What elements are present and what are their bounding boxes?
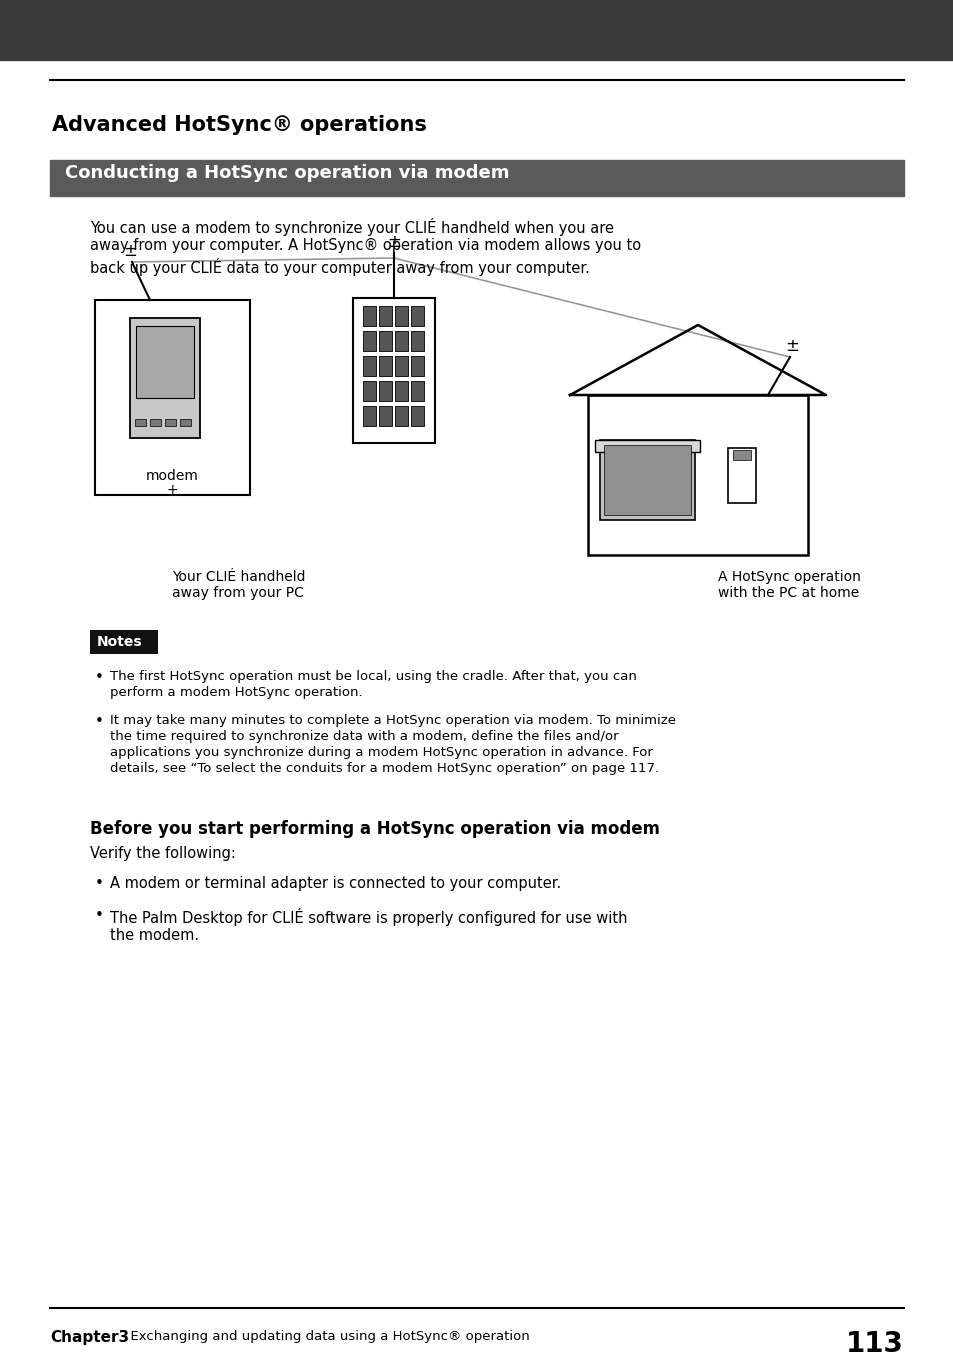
- Text: the modem.: the modem.: [110, 927, 199, 942]
- Bar: [180, 419, 191, 426]
- Bar: [95, 300, 250, 495]
- Text: Chapter3: Chapter3: [50, 1330, 129, 1345]
- Text: the time required to synchronize data with a modem, define the files and/or: the time required to synchronize data wi…: [110, 730, 618, 744]
- Text: Notes: Notes: [97, 635, 143, 649]
- Text: A HotSync operation: A HotSync operation: [718, 571, 860, 584]
- Bar: [587, 395, 807, 556]
- Text: •: •: [95, 714, 104, 729]
- Bar: [379, 306, 392, 326]
- Text: ±: ±: [387, 233, 400, 251]
- Bar: [395, 381, 408, 402]
- Bar: [0, 0, 953, 59]
- Bar: [363, 406, 376, 426]
- Bar: [379, 381, 392, 402]
- Bar: [363, 306, 376, 326]
- Bar: [411, 356, 424, 376]
- Text: The Palm Desktop for CLIÉ software is properly configured for use with: The Palm Desktop for CLIÉ software is pr…: [110, 909, 627, 926]
- Text: •: •: [95, 671, 104, 685]
- Bar: [379, 331, 392, 352]
- Text: Advanced HotSync® operations: Advanced HotSync® operations: [52, 115, 426, 135]
- Bar: [411, 381, 424, 402]
- Bar: [363, 331, 376, 352]
- Text: •: •: [95, 876, 104, 891]
- Text: ±: ±: [123, 242, 137, 260]
- Text: Your CLIÉ handheld: Your CLIÉ handheld: [172, 571, 306, 584]
- Bar: [395, 331, 408, 352]
- Bar: [130, 318, 200, 438]
- Bar: [353, 297, 435, 443]
- Text: Conducting a HotSync operation via modem: Conducting a HotSync operation via modem: [65, 164, 509, 183]
- Bar: [411, 331, 424, 352]
- Bar: [732, 450, 750, 460]
- Text: Verify the following:: Verify the following:: [90, 846, 235, 861]
- Bar: [603, 445, 690, 515]
- Bar: [599, 439, 695, 521]
- Bar: [379, 406, 392, 426]
- Text: modem: modem: [146, 469, 199, 483]
- Text: You can use a modem to synchronize your CLIÉ handheld when you are: You can use a modem to synchronize your …: [90, 218, 614, 237]
- Bar: [363, 356, 376, 376]
- Bar: [165, 419, 175, 426]
- Bar: [727, 448, 755, 503]
- Bar: [411, 406, 424, 426]
- Text: Exchanging and updating data using a HotSync® operation: Exchanging and updating data using a Hot…: [122, 1330, 529, 1343]
- Text: perform a modem HotSync operation.: perform a modem HotSync operation.: [110, 685, 362, 699]
- Text: •: •: [95, 909, 104, 923]
- Bar: [379, 356, 392, 376]
- Text: The first HotSync operation must be local, using the cradle. After that, you can: The first HotSync operation must be loca…: [110, 671, 637, 683]
- Text: A modem or terminal adapter is connected to your computer.: A modem or terminal adapter is connected…: [110, 876, 560, 891]
- Text: +: +: [167, 483, 178, 498]
- Bar: [411, 306, 424, 326]
- Bar: [135, 419, 146, 426]
- Bar: [150, 419, 161, 426]
- Text: with the PC at home: with the PC at home: [718, 585, 859, 600]
- Bar: [395, 406, 408, 426]
- Bar: [595, 439, 700, 452]
- Text: It may take many minutes to complete a HotSync operation via modem. To minimize: It may take many minutes to complete a H…: [110, 714, 676, 727]
- Text: away from your computer. A HotSync® operation via modem allows you to: away from your computer. A HotSync® oper…: [90, 238, 640, 253]
- Text: away from your PC: away from your PC: [172, 585, 304, 600]
- Text: Before you start performing a HotSync operation via modem: Before you start performing a HotSync op…: [90, 821, 659, 838]
- Text: applications you synchronize during a modem HotSync operation in advance. For: applications you synchronize during a mo…: [110, 746, 652, 758]
- Text: ±: ±: [784, 337, 798, 356]
- Text: 113: 113: [845, 1330, 903, 1352]
- Bar: [395, 356, 408, 376]
- Bar: [90, 630, 158, 654]
- Bar: [363, 381, 376, 402]
- Text: details, see “To select the conduits for a modem HotSync operation” on page 117.: details, see “To select the conduits for…: [110, 763, 659, 775]
- Bar: [136, 326, 193, 397]
- Bar: [395, 306, 408, 326]
- Bar: [50, 160, 903, 196]
- Text: back up your CLIÉ data to your computer away from your computer.: back up your CLIÉ data to your computer …: [90, 258, 589, 276]
